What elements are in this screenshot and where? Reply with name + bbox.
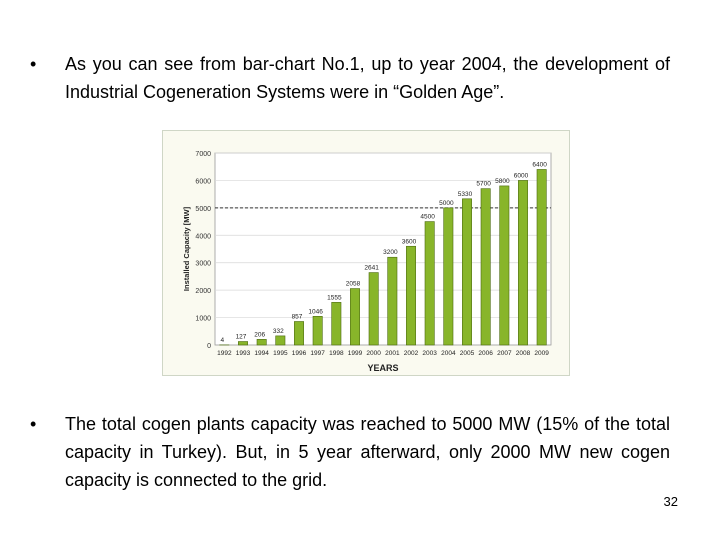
- y-axis-title: Installed Capacity [MW]: [182, 206, 191, 291]
- data-label: 2058: [346, 281, 361, 288]
- bar: [238, 341, 248, 346]
- bar: [312, 316, 323, 346]
- data-label: 5000: [439, 200, 454, 207]
- data-label: 5700: [476, 181, 491, 188]
- bar: [256, 339, 267, 346]
- data-label: 332: [273, 328, 284, 335]
- bar: [480, 188, 491, 346]
- bar: [275, 335, 286, 346]
- bar: [443, 207, 454, 346]
- bar: [350, 288, 360, 346]
- x-tick-label: 1995: [273, 350, 288, 357]
- bar: [294, 321, 304, 346]
- x-tick-label: 2001: [385, 350, 400, 357]
- bar: [499, 185, 510, 346]
- x-tick-label: 2008: [516, 350, 531, 357]
- x-tick-label: 2009: [534, 350, 549, 357]
- x-tick-label: 2005: [460, 350, 475, 357]
- chart-container: 0 1000 2000 3000 4000 5000 6000 7000 4 1992 127 199…: [162, 130, 570, 376]
- x-tick-label: 1998: [329, 350, 344, 357]
- page-number: 32: [663, 494, 678, 509]
- data-label: 1046: [308, 308, 323, 315]
- bar: [368, 272, 379, 346]
- x-tick-label: 1993: [236, 350, 251, 357]
- data-label: 3200: [383, 249, 398, 256]
- bullet-2-text: The total cogen plants capacity was reac…: [65, 414, 670, 490]
- x-tick-label: 2002: [404, 350, 419, 357]
- bar-chart: 0 1000 2000 3000 4000 5000 6000 7000 4 1992 127 199…: [182, 151, 552, 373]
- bar: [536, 169, 547, 346]
- bullet-1: • As you can see from bar-chart No.1, up…: [30, 50, 670, 140]
- data-label: 6000: [514, 172, 529, 179]
- bar: [387, 256, 398, 346]
- bar: [462, 198, 472, 346]
- bullet-1-text: As you can see from bar-chart No.1, up t…: [65, 54, 670, 102]
- bar: [331, 302, 342, 346]
- plot-area: [214, 152, 552, 346]
- data-label: 857: [292, 313, 303, 320]
- y-tick-label: 6000: [195, 178, 211, 185]
- data-label: 2641: [364, 265, 379, 272]
- bar: [424, 221, 435, 346]
- bar: [518, 180, 528, 346]
- bar: [406, 245, 416, 346]
- x-tick-label: 2006: [478, 350, 493, 357]
- x-tick-label: 2004: [441, 350, 456, 357]
- x-tick-label: 1992: [217, 350, 232, 357]
- bullet-2: • The total cogen plants capacity was re…: [30, 410, 670, 500]
- x-tick-label: 1999: [348, 350, 363, 357]
- x-axis-title: YEARS: [367, 363, 398, 373]
- y-tick-label: 5000: [195, 206, 211, 213]
- data-label: 5800: [495, 178, 510, 185]
- x-tick-label: 2000: [366, 350, 381, 357]
- y-tick-label: 2000: [195, 288, 211, 295]
- bullet-dot: •: [30, 414, 37, 434]
- data-label: 5330: [458, 191, 473, 198]
- data-label: 4500: [420, 214, 435, 221]
- x-tick-label: 2007: [497, 350, 512, 357]
- data-label: 4: [221, 337, 225, 344]
- data-label: 1555: [327, 294, 342, 301]
- data-label: 3600: [402, 238, 417, 245]
- x-tick-label: 1997: [310, 350, 325, 357]
- data-label: 127: [236, 334, 247, 341]
- y-tick-label: 7000: [195, 151, 211, 158]
- y-tick-label: 0: [207, 343, 211, 350]
- y-tick-label: 3000: [195, 261, 211, 268]
- x-tick-label: 1994: [254, 350, 269, 357]
- data-label: 206: [254, 331, 265, 338]
- y-tick-label: 1000: [195, 316, 211, 323]
- x-tick-label: 2003: [422, 350, 437, 357]
- x-tick-label: 1996: [292, 350, 307, 357]
- y-tick-label: 4000: [195, 233, 211, 240]
- bullet-dot: •: [30, 54, 37, 74]
- data-label: 6400: [532, 161, 547, 168]
